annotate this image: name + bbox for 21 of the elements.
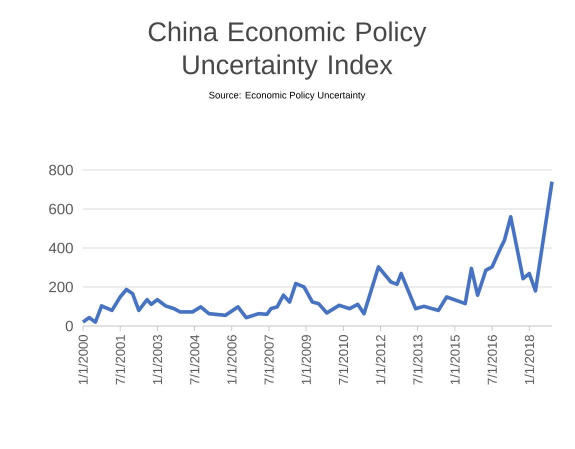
y-tick-label: 800	[49, 164, 73, 176]
x-tick-label: 7/1/2016	[487, 335, 497, 384]
x-tick-label: 1/1/2003	[152, 335, 162, 384]
x-tick-label: 1/1/2006	[226, 335, 237, 384]
x-tick-label: 7/1/2001	[115, 335, 125, 384]
y-tick-label: 0	[66, 320, 73, 332]
x-tick-label: 1/1/2009	[301, 335, 311, 384]
y-tick-label: 200	[49, 282, 73, 292]
x-tick-label: 1/1/2000	[78, 335, 88, 384]
x-tick-label: 7/1/2013	[412, 335, 422, 384]
x-tick-label: 7/1/2007	[264, 335, 274, 384]
x-tick-label: 7/1/2010	[338, 335, 348, 384]
x-tick-label: 1/1/2012	[376, 335, 386, 384]
y-tick-label: 400	[48, 242, 73, 254]
chart-title: China Economic Policy Uncertainty Index	[148, 22, 426, 80]
x-tick-label: 7/1/2004	[190, 334, 200, 384]
y-tick-label: 600	[49, 204, 73, 214]
x-tick-label: 1/1/2018	[524, 335, 534, 384]
line-series	[81, 180, 554, 324]
chart-subtitle: Source: Economic Policy Uncertainty	[209, 92, 366, 100]
x-tick-label: 1/1/2015	[450, 335, 460, 384]
